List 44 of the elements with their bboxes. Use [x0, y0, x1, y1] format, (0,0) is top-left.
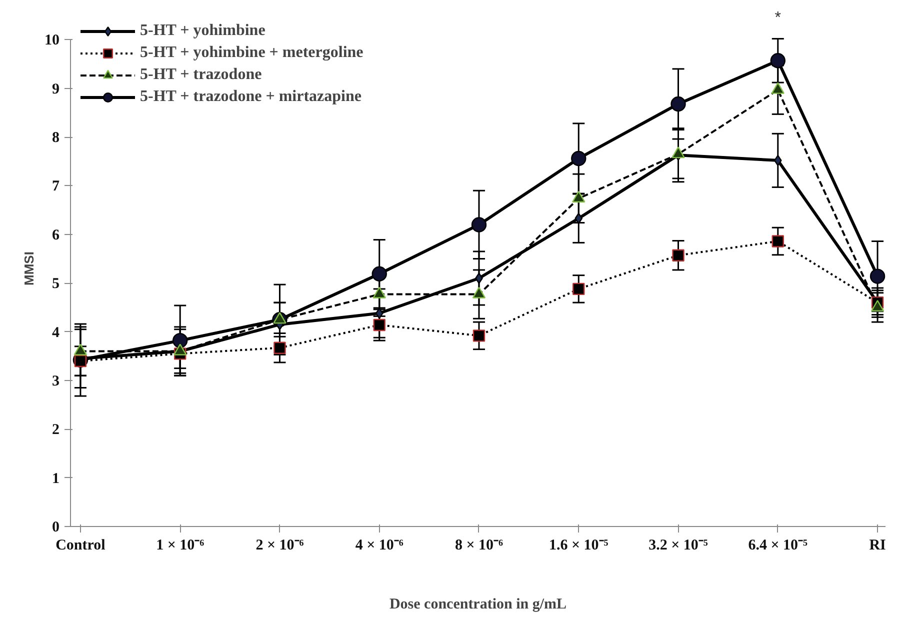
- x-tick-label: 4 × 10⁻⁶: [355, 538, 404, 554]
- y-tick-label: 2: [52, 422, 60, 438]
- legend-label: 5-HT + trazodone: [140, 65, 262, 85]
- point: [571, 150, 586, 166]
- point: [375, 308, 384, 319]
- point: [373, 318, 386, 332]
- text: *: [774, 10, 782, 27]
- y-tick-label: 7: [52, 178, 60, 195]
- legend-label: 5-HT + yohimbine + metergoline: [140, 43, 364, 63]
- point: [670, 96, 686, 112]
- point: [574, 212, 583, 224]
- x-tick-label: 1 × 10⁻⁶: [156, 538, 205, 554]
- x-tick-label: Control: [56, 538, 106, 554]
- y-axis-title: MMSI: [22, 252, 36, 286]
- point: [870, 268, 886, 284]
- x-tick-label: 1.6 × 10⁻⁵: [548, 538, 609, 554]
- point: [472, 330, 486, 342]
- y-tick-label: 6: [52, 227, 60, 244]
- x-tick-label: 3.2 × 10⁻⁵: [648, 538, 708, 554]
- y-tick-label: 10: [44, 32, 60, 49]
- point: [172, 332, 188, 348]
- x-axis-title: Dose concentration in g/mL: [389, 596, 567, 612]
- point: [770, 53, 786, 68]
- y-tick-label: 3: [52, 373, 60, 390]
- x-tick-label: 8 × 10⁻⁶: [454, 538, 504, 554]
- y-tick-label: 0: [52, 520, 60, 536]
- y-tick-label: 4: [52, 324, 60, 341]
- point: [774, 154, 782, 166]
- y-tick-label: 8: [52, 130, 60, 146]
- legend-label: 5-HT + yohimbine: [140, 21, 266, 41]
- point: [274, 342, 286, 354]
- point: [672, 249, 684, 262]
- y-tick-label: 9: [52, 81, 60, 98]
- x-tick-label: RI: [869, 538, 886, 554]
- y-tick-label: 1: [52, 470, 60, 487]
- y-tick-label: 5: [52, 276, 60, 292]
- x-tick-label: 2 × 10⁻⁶: [256, 538, 304, 554]
- point: [74, 354, 87, 368]
- point: [471, 217, 487, 232]
- legend-label: 5-HT + trazodone + mirtazapine: [140, 87, 362, 107]
- point: [772, 235, 784, 248]
- point: [372, 266, 387, 282]
- point: [572, 282, 585, 296]
- x-tick-label: 6.4 × 10⁻⁵: [748, 538, 808, 554]
